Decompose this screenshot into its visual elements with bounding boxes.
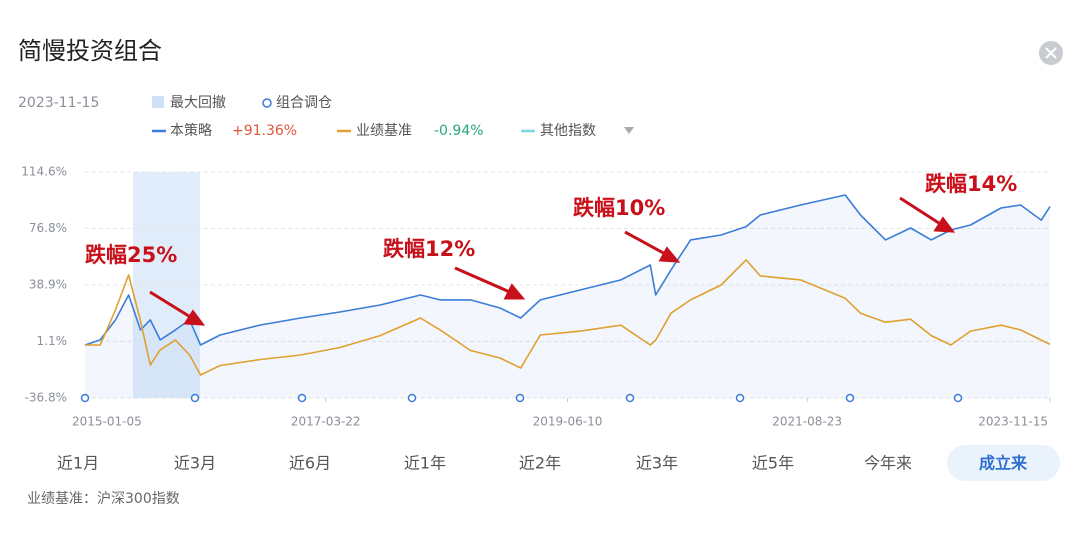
annotation: 跌幅12%	[383, 237, 475, 261]
legend-label: 本策略	[170, 122, 212, 139]
tabs: 近1月 近3月 近6月 近1年 近2年 近3年 近5年 今年来 成立来	[57, 445, 1060, 481]
tab[interactable]: 近6月	[289, 454, 331, 473]
series-line	[84, 194, 1051, 346]
annotation: 跌幅14%	[925, 172, 1017, 196]
tab-active-bg	[947, 445, 1060, 481]
legend-value: -0.94%	[434, 123, 484, 139]
tab[interactable]: 近1年	[404, 454, 446, 473]
title: 简慢投资组合	[18, 37, 162, 65]
date: 2023-11-15	[18, 95, 99, 111]
legend-label: 组合调仓	[276, 95, 332, 111]
legend-label[interactable]: 其他指数	[540, 123, 596, 139]
y-tick-label: 38.9%	[29, 278, 67, 292]
tab[interactable]: 成立来	[979, 454, 1028, 473]
annotation: 跌幅10%	[573, 196, 665, 220]
x-tick-label: 2023-11-15	[978, 415, 1048, 429]
legend-swatch	[262, 98, 272, 108]
x-tick-label: 2017-03-22	[291, 415, 361, 429]
tab[interactable]: 近3月	[174, 454, 216, 473]
y-tick-label: 114.6%	[21, 165, 67, 179]
y-tick-label: 1.1%	[37, 334, 68, 348]
y-tick-label: 76.8%	[29, 221, 67, 235]
x-tick-label: 2021-08-23	[772, 415, 842, 429]
tab[interactable]: 近3年	[636, 454, 678, 473]
legend-swatch	[152, 96, 164, 108]
plot	[84, 171, 1051, 402]
rebalance-markers	[80, 393, 963, 403]
legend-label: 业绩基准	[356, 122, 412, 139]
annotation-arrows	[149, 196, 956, 326]
legend-value: +91.36%	[232, 123, 297, 139]
tab[interactable]: 近5年	[752, 454, 794, 473]
footnote: 业绩基准：沪深300指数	[27, 490, 180, 507]
series-area	[85, 195, 1050, 398]
legend-label: 最大回撤	[170, 95, 226, 111]
annotation: 跌幅25%	[85, 243, 177, 267]
tab[interactable]: 近2年	[519, 454, 561, 473]
dropdown-icon[interactable]	[624, 127, 634, 134]
tab[interactable]: 今年来	[864, 454, 912, 473]
series-line	[85, 259, 1051, 376]
x-tick-label: 2015-01-05	[72, 415, 142, 429]
x-tick-label: 2019-06-10	[533, 415, 603, 429]
tab[interactable]: 近1月	[57, 454, 99, 473]
y-tick-label: -36.8%	[25, 391, 67, 405]
close-button[interactable]	[1039, 41, 1063, 65]
